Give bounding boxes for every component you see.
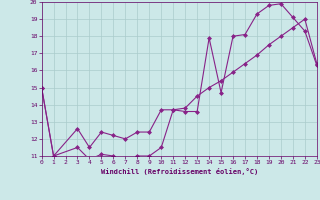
X-axis label: Windchill (Refroidissement éolien,°C): Windchill (Refroidissement éolien,°C) [100,168,258,175]
